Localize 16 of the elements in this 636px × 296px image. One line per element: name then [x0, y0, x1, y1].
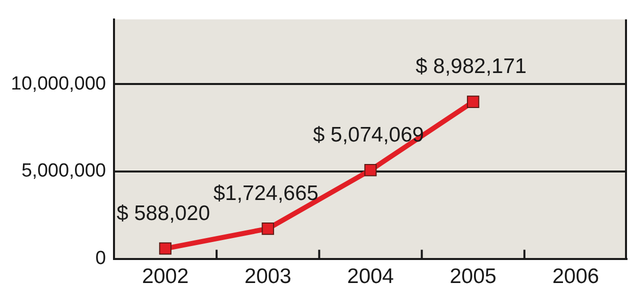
x-tick-label: 2006 [552, 265, 600, 288]
data-label: $ 5,074,069 [313, 123, 424, 146]
y-tick-label: 5,000,000 [21, 160, 106, 182]
data-label: $ 588,020 [116, 202, 210, 225]
y-tick-label: 0 [95, 248, 106, 270]
point [159, 242, 172, 255]
point [466, 96, 480, 108]
data-label: $ 8,982,171 [416, 55, 527, 78]
x-tick-label: 2003 [244, 265, 292, 288]
point [262, 222, 274, 235]
point [364, 164, 377, 176]
x-tick-label: 2002 [142, 265, 189, 288]
data-label: $1,724,665 [213, 182, 318, 205]
y-tick-label: 10,000,000 [10, 73, 106, 94]
x-tick-label: 2004 [347, 265, 394, 288]
x-tick-label: 2005 [450, 265, 496, 288]
